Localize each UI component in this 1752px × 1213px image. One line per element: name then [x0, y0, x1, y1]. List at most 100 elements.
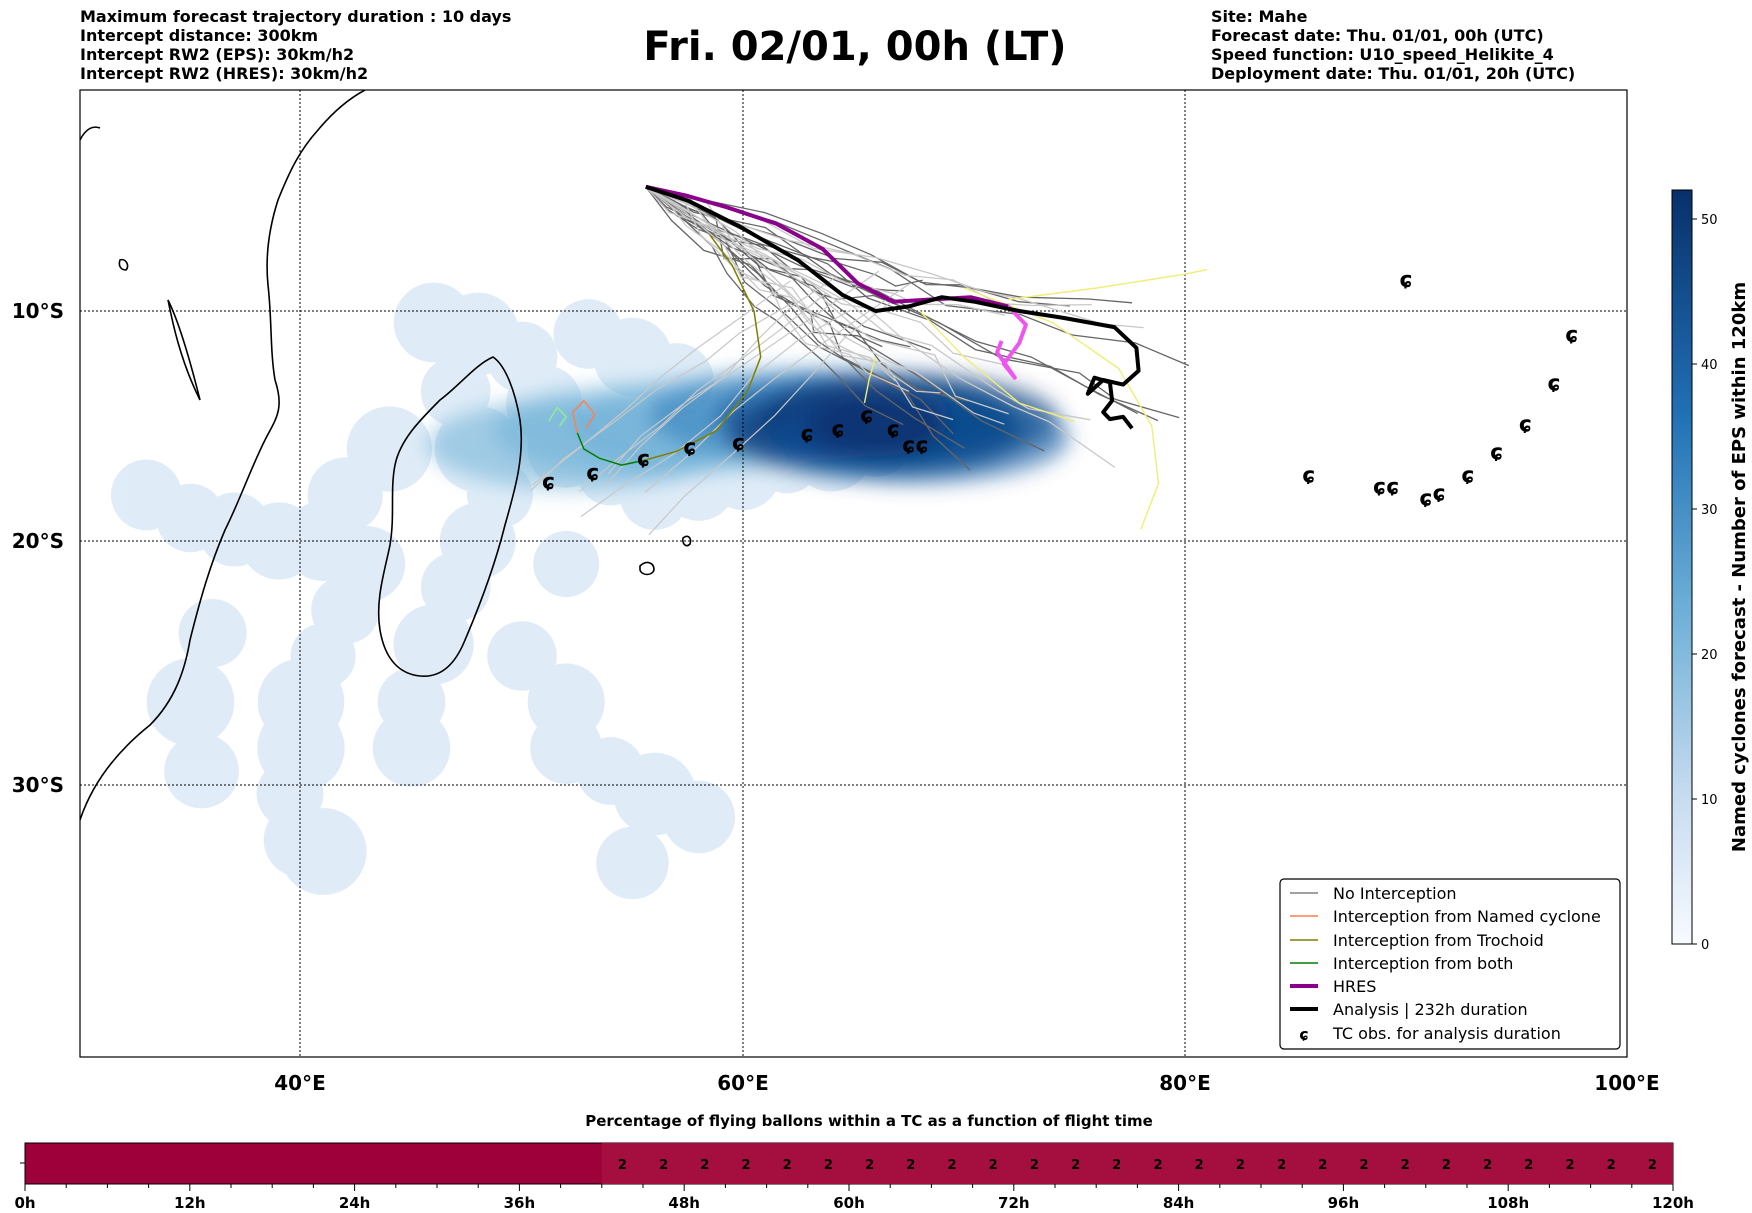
tc-obs-marker: ɕ: [1419, 486, 1432, 511]
legend-label: Interception from Trochoid: [1333, 931, 1544, 950]
bar-tick-label: 84h: [1163, 1194, 1195, 1212]
bar-cell: [931, 1143, 973, 1184]
eps-trajectory: [645, 186, 1116, 468]
bar-cell: [1219, 1143, 1261, 1184]
colorbar-tick-label: 50: [1701, 213, 1718, 228]
legend-label: Analysis | 232h duration: [1333, 1000, 1528, 1019]
bar-x-ticks: 0h 12h 24h 36h 48h 60h 72h 84h 96h 108h 120h: [14, 1194, 1694, 1212]
eps-trajectory: [645, 186, 1009, 415]
settings-line: Intercept distance: 300km: [80, 26, 319, 45]
density-blob: [420, 552, 491, 622]
bar-cell: [849, 1143, 891, 1184]
density-blob: [279, 808, 367, 895]
bar-tick-label: 72h: [998, 1194, 1030, 1212]
bar-cell: [1590, 1143, 1632, 1184]
bar-cell-value: 2: [1483, 1158, 1492, 1173]
bar-cell-value: 2: [1524, 1158, 1533, 1173]
bar-cell: [1425, 1143, 1467, 1184]
y-tick-label: 20°S: [12, 529, 64, 553]
tc-obs-marker: ɕ: [1565, 323, 1578, 348]
tc-obs-marker: ɕ: [1490, 440, 1503, 465]
colorbar-gradient: [1671, 189, 1693, 945]
settings-line: Maximum forecast trajectory duration : 1…: [80, 7, 512, 26]
bar-cell-value: 2: [659, 1158, 668, 1173]
site-line: Speed function: U10_speed_Helikite_4: [1211, 45, 1554, 64]
bar-cell: [1467, 1143, 1509, 1184]
eps-trajectory: [580, 309, 851, 518]
bar-tick-label: 24h: [339, 1194, 371, 1212]
tc-obs-marker: ɕ: [902, 433, 915, 458]
eps-trajectory: [644, 283, 911, 493]
tc-obs-marker: ɕ: [637, 447, 650, 472]
tc-obs-marker: ɕ: [683, 436, 696, 461]
site-info-block: Site: Mahe Forecast date: Thu. 01/01, 00…: [1211, 7, 1575, 83]
bar-chart-title: Percentage of flying ballons within a TC…: [585, 1112, 1153, 1130]
legend-label: Interception from both: [1333, 954, 1513, 973]
eps-trajectory: [645, 186, 1070, 307]
bar-cell-value: 2: [618, 1158, 627, 1173]
bar-cell-value: 2: [1277, 1158, 1286, 1173]
bar-cell-value: 2: [1565, 1158, 1574, 1173]
late-trajectory: [1008, 268, 1208, 301]
eps-trajectory: [603, 276, 837, 488]
tc-obs-marker: ɕ: [1433, 482, 1446, 507]
eps-trajectory: [530, 302, 792, 492]
bar-cell-value: 2: [1442, 1158, 1451, 1173]
bar-cell-value: 2: [906, 1158, 915, 1173]
eps-trajectory: [645, 186, 1133, 304]
tc-obs-marker: ɕ: [801, 422, 814, 447]
bar-cell: [643, 1143, 685, 1184]
legend-box: [1279, 878, 1621, 1050]
bar-cell-value: 2: [1112, 1158, 1121, 1173]
eps-trajectory: [645, 186, 954, 421]
chart-title: Fri. 02/01, 00h (LT): [643, 24, 1067, 70]
x-axis-ticks: 40°E 60°E 80°E 100°E: [274, 1071, 1659, 1095]
bar-cell-value: 2: [1359, 1158, 1368, 1173]
tc-obs-marker: ɕ: [586, 461, 599, 486]
analysis-track: [645, 184, 1141, 430]
bar-cell-value: 2: [1607, 1158, 1616, 1173]
bar-cell: [1384, 1143, 1426, 1184]
bar-cell: [1055, 1143, 1097, 1184]
tc-obs-marker: ɕ: [832, 417, 845, 442]
density-blob: [393, 282, 474, 363]
bar-cell: [1178, 1143, 1220, 1184]
eps-trajectory: [645, 186, 1005, 316]
bar-tick-label: 36h: [504, 1194, 536, 1212]
tc-obs-marker: ɕ: [542, 470, 555, 495]
bar-cell: [1343, 1143, 1385, 1184]
map-frame: [79, 89, 1628, 1058]
bar-tick-label: 96h: [1328, 1194, 1360, 1212]
bar-cell-value: 2: [989, 1158, 998, 1173]
site-line: Deployment date: Thu. 01/01, 20h (UTC): [1211, 64, 1576, 83]
colorbar-tick-label: 40: [1701, 358, 1718, 373]
y-tick-label: 10°S: [12, 299, 64, 323]
legend-label: HRES: [1333, 977, 1376, 996]
bar-tick-label: 108h: [1487, 1194, 1529, 1212]
density-blob: [420, 356, 491, 427]
both-trajectory-late: [547, 406, 568, 427]
settings-line: Intercept RW2 (EPS): 30km/h2: [80, 45, 355, 64]
tc-obs-marker: ɕ: [887, 417, 900, 442]
bar-cell-value: 2: [1153, 1158, 1162, 1173]
bar-cell: [890, 1143, 932, 1184]
legend-label: No Interception: [1333, 884, 1457, 903]
bar-cell: [1013, 1143, 1055, 1184]
late-trajectory: [963, 287, 1160, 530]
eps-trajectory: [645, 186, 1003, 365]
bar-cell: [1096, 1143, 1138, 1184]
forecast-settings-block: Maximum forecast trajectory duration : 1…: [80, 7, 511, 83]
bar-cell-value: 2: [741, 1158, 750, 1173]
bar-cell-value: 2: [1071, 1158, 1080, 1173]
bar-cell-value: 2: [1030, 1158, 1039, 1173]
tc-obs-marker: ɕ: [1386, 475, 1399, 500]
tc-obs-marker: ɕ: [1302, 463, 1315, 488]
bar-cell: [725, 1143, 767, 1184]
eps-trajectory: [648, 299, 894, 536]
tc-obs-marker: ɕ: [1461, 463, 1474, 488]
density-field: [110, 282, 1070, 900]
coastlines: [80, 90, 692, 821]
bar-cell-value: 2: [824, 1158, 833, 1173]
legend: No Interception Interception from Named …: [1279, 878, 1621, 1050]
